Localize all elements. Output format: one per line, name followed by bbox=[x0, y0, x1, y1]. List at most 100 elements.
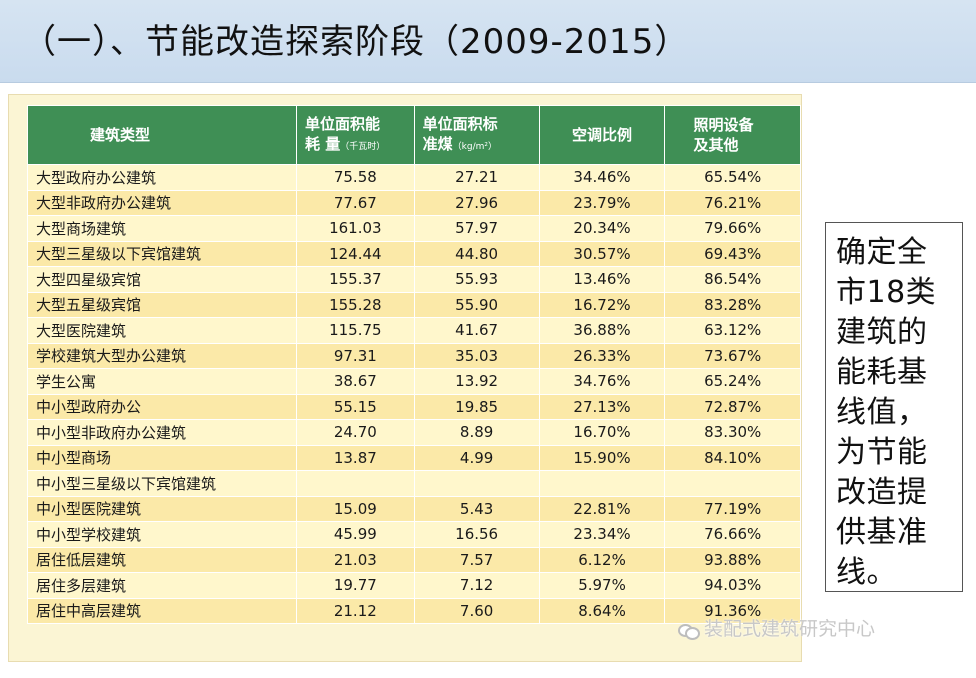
cell-ac-ratio: 23.34% bbox=[538, 521, 666, 548]
watermark-text: 装配式建筑研究中心 bbox=[704, 618, 876, 640]
header-coal-line2: 准煤 bbox=[422, 134, 453, 153]
cell-coal: 8.89 bbox=[413, 419, 540, 446]
cell-coal: 13.92 bbox=[413, 368, 540, 395]
header-lighting-line1: 照明设备 bbox=[693, 116, 754, 134]
cell-energy: 21.12 bbox=[296, 597, 415, 624]
table-row: 大型非政府办公建筑 77.67 27.96 23.79% 76.21% bbox=[27, 189, 801, 216]
watermark: 装配式建筑研究中心 bbox=[678, 614, 875, 641]
cell-lighting: 65.24% bbox=[664, 368, 801, 395]
cell-building-type: 学生公寓 bbox=[27, 368, 297, 395]
table-frame: 建筑类型 单位面积能 耗 量（千瓦时） 单位面积标 准煤（kg/m²） 空调比例… bbox=[8, 94, 802, 662]
header-lighting: 照明设备 及其他 bbox=[664, 105, 801, 165]
cell-ac-ratio bbox=[538, 470, 666, 497]
cell-energy: 21.03 bbox=[296, 546, 415, 573]
cell-lighting: 72.87% bbox=[664, 393, 801, 420]
cell-energy: 161.03 bbox=[296, 215, 415, 242]
cell-ac-ratio: 34.76% bbox=[538, 368, 666, 395]
table-body: 大型政府办公建筑 75.58 27.21 34.46% 65.54% 大型非政府办公建筑 7… bbox=[27, 164, 801, 624]
page-title: （一）、节能改造探索阶段（2009-2015） bbox=[22, 22, 690, 62]
cell-energy: 15.09 bbox=[296, 495, 415, 522]
header-energy-unit: （千瓦时） bbox=[340, 141, 386, 152]
table-row: 中小型非政府办公建筑 24.70 8.89 16.70% 83.30% bbox=[27, 419, 801, 446]
cell-building-type: 学校建筑大型办公建筑 bbox=[27, 342, 297, 369]
cell-lighting: 65.54% bbox=[664, 164, 801, 191]
cell-building-type: 居住中高层建筑 bbox=[27, 597, 297, 624]
cell-ac-ratio: 15.90% bbox=[538, 444, 666, 471]
table-row: 中小型医院建筑 15.09 5.43 22.81% 77.19% bbox=[27, 495, 801, 522]
cell-building-type: 中小型商场 bbox=[27, 444, 297, 471]
cell-ac-ratio: 34.46% bbox=[538, 164, 666, 191]
cell-lighting: 76.66% bbox=[664, 521, 801, 548]
table-row: 中小型政府办公 55.15 19.85 27.13% 72.87% bbox=[27, 393, 801, 420]
cell-coal: 55.90 bbox=[413, 291, 540, 318]
cell-coal bbox=[413, 470, 540, 497]
cell-ac-ratio: 20.34% bbox=[538, 215, 666, 242]
cell-coal: 57.97 bbox=[413, 215, 540, 242]
header-lighting-line2: 及其他 bbox=[693, 136, 739, 154]
table-row: 大型五星级宾馆 155.28 55.90 16.72% 83.28% bbox=[27, 291, 801, 318]
cell-building-type: 中小型医院建筑 bbox=[27, 495, 297, 522]
cell-ac-ratio: 36.88% bbox=[538, 317, 666, 344]
header-coal-unit: （kg/m²） bbox=[452, 141, 497, 152]
cell-lighting: 83.30% bbox=[664, 419, 801, 446]
cell-ac-ratio: 22.81% bbox=[538, 495, 666, 522]
table-row: 大型医院建筑 115.75 41.67 36.88% 63.12% bbox=[27, 317, 801, 344]
cell-energy: 75.58 bbox=[296, 164, 415, 191]
header-row: 建筑类型 单位面积能 耗 量（千瓦时） 单位面积标 准煤（kg/m²） 空调比例… bbox=[27, 105, 801, 165]
cell-energy: 115.75 bbox=[296, 317, 415, 344]
header-energy: 单位面积能 耗 量（千瓦时） bbox=[296, 105, 415, 165]
cell-building-type: 大型政府办公建筑 bbox=[27, 164, 297, 191]
cell-ac-ratio: 26.33% bbox=[538, 342, 666, 369]
cell-coal: 4.99 bbox=[413, 444, 540, 471]
cell-ac-ratio: 23.79% bbox=[538, 189, 666, 216]
header-coal-line1: 单位面积标 bbox=[422, 114, 498, 133]
header-energy-line1: 单位面积能 bbox=[305, 114, 381, 133]
table-row: 大型商场建筑 161.03 57.97 20.34% 79.66% bbox=[27, 215, 801, 242]
cell-building-type: 中小型学校建筑 bbox=[27, 521, 297, 548]
energy-baseline-table: 建筑类型 单位面积能 耗 量（千瓦时） 单位面积标 准煤（kg/m²） 空调比例… bbox=[27, 105, 801, 624]
cell-energy: 77.67 bbox=[296, 189, 415, 216]
table-header: 建筑类型 单位面积能 耗 量（千瓦时） 单位面积标 准煤（kg/m²） 空调比例… bbox=[27, 105, 801, 165]
cell-lighting: 73.67% bbox=[664, 342, 801, 369]
cell-energy: 155.28 bbox=[296, 291, 415, 318]
table-row: 学生公寓 38.67 13.92 34.76% 65.24% bbox=[27, 368, 801, 395]
cell-energy: 55.15 bbox=[296, 393, 415, 420]
header-energy-line2: 耗 量 bbox=[305, 134, 341, 153]
cell-coal: 44.80 bbox=[413, 240, 540, 267]
cell-lighting: 93.88% bbox=[664, 546, 801, 573]
cell-building-type: 居住低层建筑 bbox=[27, 546, 297, 573]
cell-coal: 27.96 bbox=[413, 189, 540, 216]
cell-coal: 7.12 bbox=[413, 572, 540, 599]
table-row: 中小型学校建筑 45.99 16.56 23.34% 76.66% bbox=[27, 521, 801, 548]
cell-lighting: 63.12% bbox=[664, 317, 801, 344]
header-building-type: 建筑类型 bbox=[27, 105, 297, 165]
cell-energy: 45.99 bbox=[296, 521, 415, 548]
header-building-type-label: 建筑类型 bbox=[90, 126, 151, 144]
wechat-icon bbox=[678, 622, 700, 640]
cell-building-type: 居住多层建筑 bbox=[27, 572, 297, 599]
cell-building-type: 中小型非政府办公建筑 bbox=[27, 419, 297, 446]
cell-lighting: 83.28% bbox=[664, 291, 801, 318]
table-row: 大型三星级以下宾馆建筑 124.44 44.80 30.57% 69.43% bbox=[27, 240, 801, 267]
table-row: 中小型三星级以下宾馆建筑 bbox=[27, 470, 801, 497]
table-row: 居住多层建筑 19.77 7.12 5.97% 94.03% bbox=[27, 572, 801, 599]
cell-energy: 24.70 bbox=[296, 419, 415, 446]
cell-building-type: 大型三星级以下宾馆建筑 bbox=[27, 240, 297, 267]
cell-coal: 55.93 bbox=[413, 266, 540, 293]
cell-building-type: 中小型三星级以下宾馆建筑 bbox=[27, 470, 297, 497]
table-row: 居住中高层建筑 21.12 7.60 8.64% 91.36% bbox=[27, 597, 801, 624]
note-text: 确定全市18类建筑的能耗基线值，为节能改造提供基准线。 bbox=[836, 235, 937, 590]
cell-ac-ratio: 8.64% bbox=[538, 597, 666, 624]
cell-lighting: 86.54% bbox=[664, 266, 801, 293]
cell-lighting: 79.66% bbox=[664, 215, 801, 242]
cell-lighting: 94.03% bbox=[664, 572, 801, 599]
cell-coal: 35.03 bbox=[413, 342, 540, 369]
title-bar: （一）、节能改造探索阶段（2009-2015） bbox=[0, 0, 976, 83]
cell-coal: 16.56 bbox=[413, 521, 540, 548]
cell-building-type: 大型非政府办公建筑 bbox=[27, 189, 297, 216]
header-coal: 单位面积标 准煤（kg/m²） bbox=[413, 105, 540, 165]
cell-energy: 155.37 bbox=[296, 266, 415, 293]
cell-coal: 5.43 bbox=[413, 495, 540, 522]
table-row: 学校建筑大型办公建筑 97.31 35.03 26.33% 73.67% bbox=[27, 342, 801, 369]
cell-building-type: 大型商场建筑 bbox=[27, 215, 297, 242]
